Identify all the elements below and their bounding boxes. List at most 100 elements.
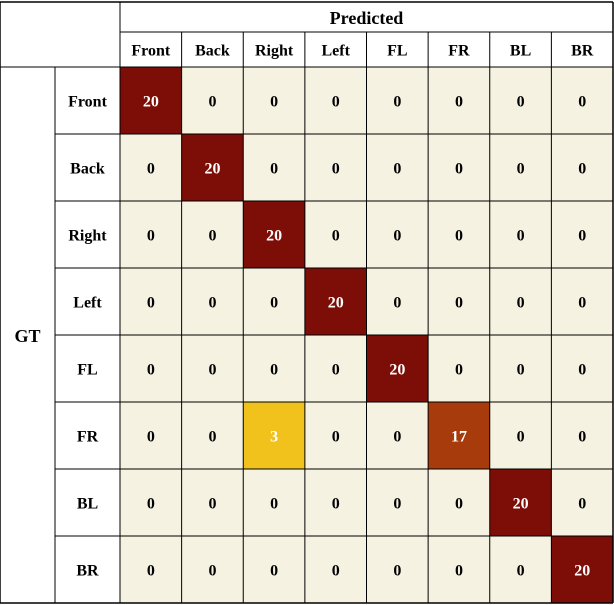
- cell-value-label: 20: [204, 161, 220, 178]
- cell-value-label: 0: [455, 161, 463, 178]
- cell-value-label: 0: [208, 429, 216, 446]
- heatmap-cell: [243, 134, 305, 201]
- heatmap-cell: [551, 469, 613, 536]
- cell-value-label: 0: [332, 563, 340, 580]
- heatmap-cell: [243, 469, 305, 536]
- cell-value-label: 0: [455, 362, 463, 379]
- cell-value-label: 0: [578, 295, 586, 312]
- heatmap-cell: [428, 536, 490, 603]
- cell-value-label: 0: [147, 496, 155, 513]
- cell-value-label: 0: [208, 563, 216, 580]
- cell-value-label: 20: [328, 295, 344, 312]
- heatmap-cell: [120, 536, 182, 603]
- cell-value-label: 20: [143, 94, 159, 111]
- label-layer: Predicted GT 20 0 0 0 0 0 0 0 0 20 0 0 0 0 0 0 0 0 20 0 0 0 0 0…: [14, 8, 593, 580]
- cell-value-label: 0: [578, 429, 586, 446]
- heatmap-cell: [181, 67, 244, 134]
- cell-value-label: 0: [332, 161, 340, 178]
- cell-value-label: 0: [393, 563, 401, 580]
- heatmap-cell: [181, 268, 244, 335]
- cell-value-label: 0: [455, 94, 463, 111]
- cell-value-label: 0: [393, 228, 401, 245]
- cell-value-label: 0: [332, 362, 340, 379]
- heatmap-cell: [551, 67, 613, 134]
- heatmap-cell: [366, 335, 429, 402]
- row-header-label: Right: [68, 228, 107, 245]
- row-header-label: Front: [68, 94, 107, 111]
- heatmap-cell: [243, 536, 305, 603]
- heatmap-cell: [304, 335, 367, 402]
- heatmap-cell: [243, 201, 305, 268]
- heatmap-cell: [551, 134, 613, 201]
- cell-value-label: 0: [208, 94, 216, 111]
- cell-value-label: 0: [147, 429, 155, 446]
- cell-value-label: 0: [208, 295, 216, 312]
- heatmap-cell: [551, 335, 613, 402]
- column-header-label: Left: [321, 43, 350, 60]
- cell-value-label: 0: [332, 429, 340, 446]
- row-header-label: BR: [76, 563, 99, 580]
- y-axis-label: GT: [14, 326, 40, 346]
- cell-value-label: 0: [455, 295, 463, 312]
- heatmap-cell: [243, 67, 305, 134]
- heatmap-cell: [489, 134, 552, 201]
- cell-value-label: 0: [455, 228, 463, 245]
- heatmap-cell: [428, 268, 490, 335]
- heatmap-cell: [243, 268, 305, 335]
- column-header-label: BL: [510, 43, 531, 60]
- cell-value-label: 0: [332, 228, 340, 245]
- cell-value-label: 20: [574, 563, 590, 580]
- heatmap-cell: [366, 67, 429, 134]
- cell-value-label: 0: [208, 228, 216, 245]
- cell-value-label: 0: [578, 228, 586, 245]
- heatmap-cell: [181, 469, 244, 536]
- cell-value-label: 0: [517, 228, 525, 245]
- cell-value-label: 0: [517, 295, 525, 312]
- cell-value-label: 0: [147, 161, 155, 178]
- heatmap-cell: [551, 402, 613, 469]
- cell-value-label: 0: [455, 563, 463, 580]
- heatmap-cell: [428, 402, 490, 469]
- row-header-label: BL: [77, 496, 98, 513]
- heatmap-cell: [489, 402, 552, 469]
- heatmap-cell: [489, 268, 552, 335]
- column-header-label: FL: [387, 43, 407, 60]
- cell-value-label: 20: [389, 362, 405, 379]
- heatmap-cell: [428, 469, 490, 536]
- heatmap-cell: [304, 469, 367, 536]
- heatmap-cell: [120, 201, 182, 268]
- column-header-label: Front: [131, 43, 170, 60]
- heatmap-cell: [366, 402, 429, 469]
- heatmap-cell: [181, 201, 244, 268]
- cell-value-label: 0: [393, 496, 401, 513]
- heatmap-cell: [304, 67, 367, 134]
- heatmap-cell: [428, 201, 490, 268]
- cell-value-label: 20: [266, 228, 282, 245]
- cell-value-label: 0: [270, 563, 278, 580]
- column-header-label: Back: [195, 43, 230, 60]
- cell-value-label: 0: [147, 563, 155, 580]
- cell-value-label: 0: [270, 496, 278, 513]
- heatmap-cell: [366, 201, 429, 268]
- cell-value-label: 0: [517, 563, 525, 580]
- heatmap-cell: [181, 335, 244, 402]
- cell-value-label: 3: [270, 429, 278, 446]
- heatmap-cell: [428, 335, 490, 402]
- cell-value-label: 0: [393, 429, 401, 446]
- heatmap-cell: [489, 335, 552, 402]
- heatmap-cell: [120, 268, 182, 335]
- cell-value-label: 0: [332, 496, 340, 513]
- cell-value-label: 0: [578, 161, 586, 178]
- cell-value-label: 0: [517, 429, 525, 446]
- column-header-label: BR: [571, 43, 594, 60]
- cell-value-label: 0: [578, 94, 586, 111]
- heatmap-cell: [428, 134, 490, 201]
- cell-value-label: 20: [513, 496, 529, 513]
- row-header-label: Left: [73, 295, 102, 312]
- cell-value-label: 0: [517, 362, 525, 379]
- heatmap-cell: [120, 67, 182, 134]
- column-header-label: Right: [255, 43, 294, 60]
- cell-value-label: 0: [270, 362, 278, 379]
